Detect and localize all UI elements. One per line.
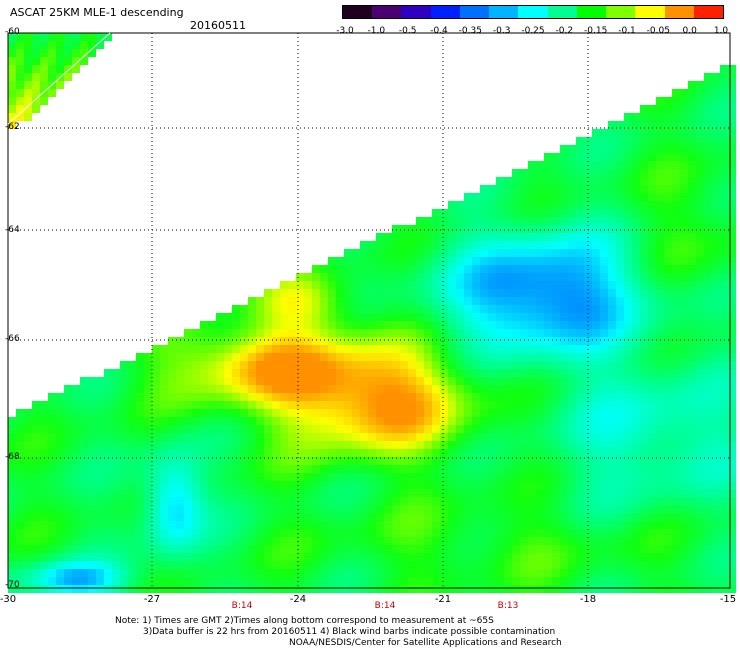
colorbar-label: -0.05 [646, 26, 670, 36]
colorbar-label: -0.15 [584, 26, 608, 36]
colorbar-label: -0.3 [492, 26, 511, 36]
colorbar-label: 0.0 [682, 26, 697, 36]
x-tick-label: -27 [143, 594, 161, 605]
y-tick-label: -66 [5, 334, 20, 344]
colorbar-label: -1.0 [367, 26, 386, 36]
colorbar-segment [664, 6, 694, 18]
colorbar-segment [343, 6, 373, 18]
colorbar-label: 1.0 [713, 26, 729, 36]
x-tick-label: -24 [289, 594, 307, 605]
y-tick-label: -68 [5, 452, 20, 462]
colorbar-label: -3.0 [336, 26, 354, 36]
pass-time-label: B:13 [497, 601, 519, 611]
pass-divider [7, 32, 111, 125]
y-tick-label: -60 [5, 27, 20, 37]
colorbar-segment [372, 6, 402, 18]
colorbar-segment [430, 6, 460, 18]
mle-data-field [8, 33, 736, 593]
colorbar-segment [518, 6, 548, 18]
pass-time-label: B:14 [374, 601, 396, 611]
colorbar-label: -0.25 [521, 26, 545, 36]
y-tick-label: -70 [5, 580, 20, 590]
colorbar-label: -0.35 [458, 26, 482, 36]
x-tick-label: -15 [719, 594, 737, 605]
y-tick-label: -62 [5, 122, 20, 132]
colorbar-label: -0.5 [398, 26, 417, 36]
colorbar-label: -0.2 [555, 26, 574, 36]
y-tick-label: -64 [5, 225, 20, 235]
lat-lon-grid [8, 33, 730, 588]
footnote-line-2: 3)Data buffer is 22 hrs from 20160511 4)… [143, 627, 556, 637]
colorbar-segment [606, 6, 636, 18]
colorbar-label: -0.4 [430, 26, 448, 36]
x-tick-label: -21 [434, 594, 452, 605]
colorbar-segment [489, 6, 519, 18]
colorbar-segment [401, 6, 431, 18]
colorbar-label: -0.1 [618, 26, 636, 36]
chart-date: 20160511 [190, 19, 246, 32]
colorbar-segment [635, 6, 665, 18]
credit-line: NOAA/NESDIS/Center for Satellite Applica… [289, 638, 562, 648]
footnote-line-1: Note: 1) Times are GMT 2)Times along bot… [115, 616, 494, 626]
pass-time-label: B:14 [231, 601, 253, 611]
x-tick-label: -30 [0, 594, 17, 605]
colorbar [342, 5, 724, 19]
colorbar-segment [459, 6, 490, 18]
plot-frame [7, 32, 731, 589]
x-tick-label: -18 [579, 594, 597, 605]
chart-title: ASCAT 25KM MLE-1 descending [10, 6, 184, 19]
colorbar-segment [547, 6, 577, 18]
colorbar-segment [693, 6, 724, 18]
colorbar-segment [576, 6, 607, 18]
